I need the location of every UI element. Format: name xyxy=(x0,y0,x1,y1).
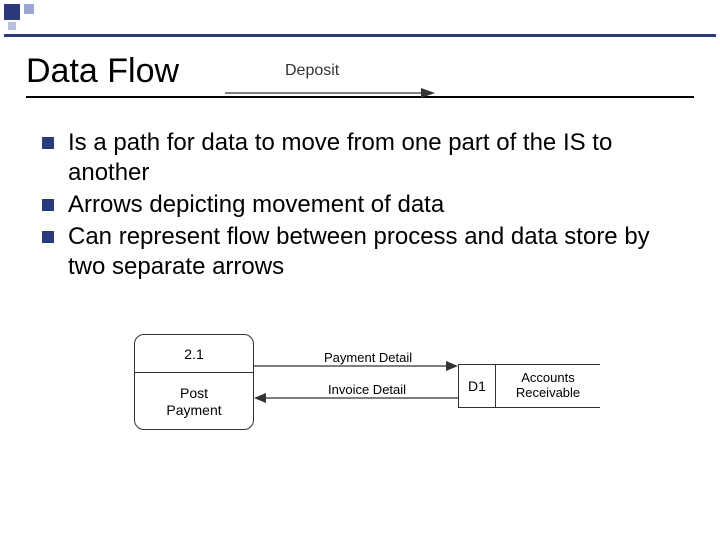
bullet-text: Can represent flow between process and d… xyxy=(68,222,682,282)
list-item: Can represent flow between process and d… xyxy=(42,222,682,282)
top-accent-rule xyxy=(4,34,716,37)
flow-label: Payment Detail xyxy=(324,350,412,365)
bullet-marker-icon xyxy=(42,199,54,211)
bullet-marker-icon xyxy=(42,137,54,149)
slide-title: Data Flow xyxy=(26,52,179,91)
dfd-diagram: 2.1 Post Payment Payment Detail Invoice … xyxy=(134,328,600,448)
datastore-node: D1 Accounts Receivable xyxy=(458,364,600,408)
list-item: Arrows depicting movement of data xyxy=(42,190,682,220)
datastore-name: Accounts Receivable xyxy=(496,365,600,407)
slide-corner-decoration xyxy=(4,4,64,36)
bullet-text: Arrows depicting movement of data xyxy=(68,190,444,220)
bullet-list: Is a path for data to move from one part… xyxy=(42,128,682,284)
flow-label: Invoice Detail xyxy=(328,382,406,397)
list-item: Is a path for data to move from one part… xyxy=(42,128,682,188)
bullet-text: Is a path for data to move from one part… xyxy=(68,128,682,188)
process-name: Post Payment xyxy=(135,373,253,431)
deposit-arrow-icon xyxy=(225,86,435,100)
datastore-id: D1 xyxy=(458,365,496,407)
deposit-label: Deposit xyxy=(285,62,339,80)
process-id: 2.1 xyxy=(135,335,253,373)
process-node: 2.1 Post Payment xyxy=(134,334,254,430)
deposit-example: Deposit xyxy=(225,62,445,112)
bullet-marker-icon xyxy=(42,231,54,243)
